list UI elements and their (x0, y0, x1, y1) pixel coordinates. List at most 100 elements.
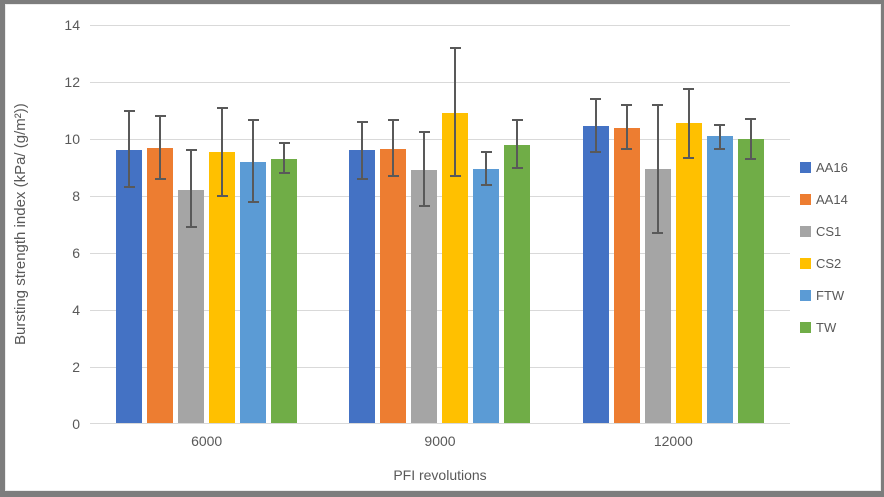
bar-CS2-12000 (675, 123, 702, 424)
error-bar-line (361, 121, 364, 179)
plot-area (90, 25, 790, 424)
bar-slot-AA14-9000 (380, 25, 407, 424)
error-bar-cap-top (714, 123, 726, 126)
gridline-y-6 (90, 253, 790, 254)
error-bar-line (718, 124, 721, 149)
bar-CS1-6000 (178, 190, 205, 424)
error-bar-cap-bottom (123, 186, 135, 189)
error-bar-cap-top (123, 109, 135, 112)
bar-FTW-12000 (706, 136, 733, 424)
bar-slot-TW-6000 (271, 25, 298, 424)
legend-label-TW: TW (816, 320, 837, 335)
bar-CS1-9000 (411, 170, 438, 424)
y-tick-label: 4 (72, 302, 80, 318)
legend-swatch-FTW (800, 290, 811, 301)
error-bar-line (128, 110, 131, 188)
error-bar-cap-bottom (418, 204, 430, 207)
bar-slot-TW-12000 (737, 25, 764, 424)
error-bar-cap-bottom (590, 150, 602, 153)
bar-TW-9000 (504, 144, 531, 424)
y-tick-label: 10 (64, 131, 80, 147)
error-bar-line (594, 99, 597, 152)
error-bar-cap-bottom (387, 175, 399, 178)
bar-TW-6000 (271, 158, 298, 424)
error-bar-cap-top (480, 150, 492, 153)
legend-swatch-AA16 (800, 162, 811, 173)
legend-item-CS2: CS2 (800, 253, 848, 274)
error-bar-line (252, 120, 255, 202)
y-tick-label: 8 (72, 188, 80, 204)
bar-slot-AA14-6000 (147, 25, 174, 424)
error-bar-line (221, 107, 224, 196)
legend-item-AA14: AA14 (800, 189, 848, 210)
gridline-y-14 (90, 25, 790, 26)
bar-slot-CS2-6000 (209, 25, 236, 424)
bar-slot-FTW-6000 (240, 25, 267, 424)
x-axis-title: PFI revolutions (393, 467, 487, 483)
error-bar-line (749, 119, 752, 159)
error-bar-cap-top (683, 88, 695, 91)
bar-TW-12000 (737, 139, 764, 424)
bar-AA16-6000 (116, 150, 143, 424)
bar-slot-AA16-9000 (349, 25, 376, 424)
bar-slot-CS1-9000 (411, 25, 438, 424)
y-tick-label: 2 (72, 359, 80, 375)
error-bar-line (687, 89, 690, 158)
error-bar-cap-top (216, 106, 228, 109)
error-bar-line (485, 151, 488, 185)
bar-slot-TW-9000 (504, 25, 531, 424)
legend-label-CS2: CS2 (816, 256, 842, 271)
gridline-y-4 (90, 310, 790, 311)
legend: AA16 AA14 CS1 CS2 FTW TW (800, 157, 848, 338)
x-axis-tick-labels: 6000 9000 12000 (90, 433, 790, 449)
error-bar-cap-bottom (714, 147, 726, 150)
y-axis-tick-labels: 0 2 4 6 8 10 12 14 (6, 17, 80, 432)
legend-label-AA14: AA14 (816, 192, 848, 207)
error-bar-cap-top (418, 130, 430, 133)
x-tick-label-9000: 9000 (424, 433, 456, 449)
error-bar-cap-bottom (278, 172, 290, 175)
error-bar-cap-bottom (449, 175, 461, 178)
error-bar-line (656, 104, 659, 234)
error-bar-line (516, 120, 519, 168)
legend-label-FTW: FTW (816, 288, 845, 303)
error-bar-cap-bottom (511, 166, 523, 169)
legend-label-AA16: AA16 (816, 160, 848, 175)
error-bar-cap-bottom (480, 183, 492, 186)
error-bar-line (190, 150, 193, 228)
legend-swatch-CS1 (800, 226, 811, 237)
error-bar-cap-bottom (216, 195, 228, 197)
legend-label-CS1: CS1 (816, 224, 842, 239)
bar-slot-AA16-12000 (582, 25, 609, 424)
error-bar-cap-top (511, 119, 523, 122)
bar-slot-CS2-12000 (675, 25, 702, 424)
error-bar-line (159, 116, 162, 179)
error-bar-cap-top (154, 115, 166, 118)
error-bar-cap-bottom (652, 232, 664, 235)
error-bar-cap-top (449, 46, 461, 49)
bar-groups (90, 25, 790, 424)
bar-AA14-9000 (380, 148, 407, 424)
legend-swatch-CS2 (800, 258, 811, 269)
bar-slot-FTW-9000 (473, 25, 500, 424)
bar-group-9000 (323, 25, 556, 424)
gridline-y-10 (90, 139, 790, 140)
legend-swatch-AA14 (800, 194, 811, 205)
error-bar-line (423, 131, 426, 206)
error-bar-cap-top (247, 119, 259, 122)
bar-AA14-12000 (613, 127, 640, 424)
error-bar-cap-top (185, 149, 197, 152)
error-bar-cap-bottom (154, 177, 166, 180)
y-tick-label: 6 (72, 245, 80, 261)
error-bar-cap-bottom (683, 156, 695, 159)
gridline-y-2 (90, 367, 790, 368)
legend-item-FTW: FTW (800, 285, 848, 306)
bar-slot-AA16-6000 (116, 25, 143, 424)
bar-slot-CS2-9000 (442, 25, 469, 424)
error-bar-cap-top (278, 142, 290, 145)
bar-slot-CS1-6000 (178, 25, 205, 424)
error-bar-line (625, 104, 628, 149)
legend-item-CS1: CS1 (800, 221, 848, 242)
bar-CS2-6000 (209, 151, 236, 424)
error-bar-cap-bottom (621, 147, 633, 150)
